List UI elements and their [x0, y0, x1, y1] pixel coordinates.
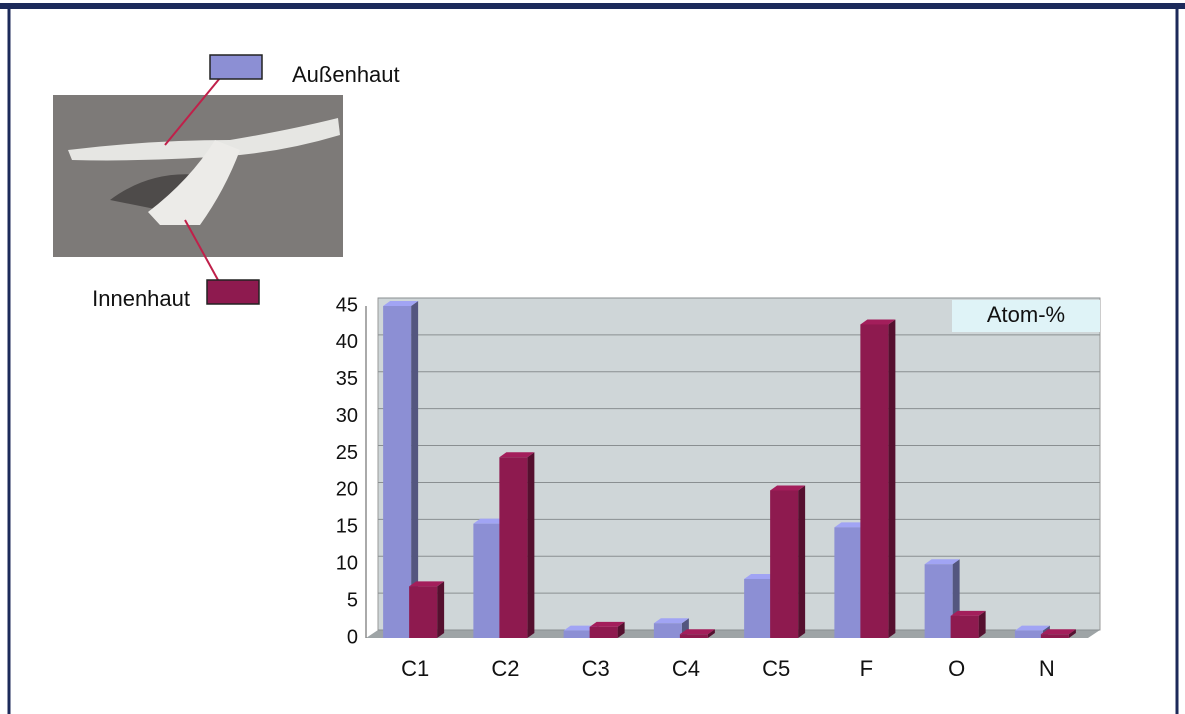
bar-top [653, 618, 689, 624]
y-tick-label: 40 [336, 331, 358, 353]
bar-side [411, 301, 419, 638]
x-tick-label: C3 [582, 656, 610, 681]
bar-top [1040, 629, 1076, 635]
bar [950, 610, 986, 638]
bar-side [707, 629, 715, 638]
bar [770, 485, 806, 638]
x-tick-label: C5 [762, 656, 790, 681]
y-tick-label: 30 [336, 405, 358, 427]
bar-front [950, 615, 979, 638]
photo [53, 77, 343, 281]
y-tick-label: 5 [347, 589, 358, 611]
bar [924, 559, 960, 638]
bar [679, 629, 715, 638]
y-tick-label: 35 [336, 368, 358, 390]
x-tick-label: C2 [491, 656, 519, 681]
bar-side [617, 621, 625, 638]
plot-floor [366, 630, 1100, 638]
bar-side [978, 610, 986, 638]
bar-front [834, 527, 863, 638]
bar-top [499, 452, 535, 458]
bar-side [437, 581, 445, 638]
bar-front [473, 523, 502, 638]
x-tick-label: O [948, 656, 965, 681]
y-tick-label: 20 [336, 479, 358, 501]
bar-front [924, 564, 953, 638]
bar-front [563, 630, 592, 638]
bar [653, 618, 689, 638]
bar-front [1014, 630, 1043, 638]
x-tick-label: F [860, 656, 873, 681]
bar-side [527, 452, 535, 638]
bar-front [409, 586, 438, 638]
x-tick-label: C4 [672, 656, 700, 681]
bar-top [589, 621, 625, 627]
y-tick-label: 0 [347, 626, 358, 648]
legend-label: Innenhaut [92, 286, 190, 311]
bar-front [770, 490, 799, 638]
bar [589, 621, 625, 638]
y-tick-label: 15 [336, 516, 358, 538]
bar-top [383, 301, 419, 306]
bar-front [679, 634, 708, 638]
bar [409, 581, 445, 638]
legend-label: Außenhaut [292, 62, 400, 87]
bar [499, 452, 535, 638]
bar-front [744, 578, 773, 638]
bar-top [924, 559, 960, 565]
bar-front [589, 626, 618, 638]
bar-front [383, 306, 412, 638]
bar-top [409, 581, 445, 587]
bar-front [860, 324, 889, 638]
bar-side [798, 485, 806, 638]
y-tick-label: 45 [336, 294, 358, 316]
x-tick-label: C1 [401, 656, 429, 681]
x-tick-label: N [1039, 656, 1055, 681]
bar-front [499, 457, 528, 638]
bar-top [860, 319, 896, 325]
legend-swatch [209, 54, 263, 80]
bar-top [679, 629, 715, 635]
bar-front [653, 623, 682, 638]
bar-top [770, 485, 806, 491]
bar-top [1014, 625, 1050, 631]
annotation: Atom-% [987, 302, 1065, 327]
bar-top [950, 610, 986, 616]
bar-side [1068, 629, 1076, 638]
bar [383, 301, 419, 638]
bar-front [1040, 634, 1069, 638]
annotation-box [952, 300, 1100, 332]
y-tick-label: 25 [336, 442, 358, 464]
bar [1040, 629, 1076, 638]
bar [860, 319, 896, 638]
legend-swatch [206, 279, 260, 305]
y-tick-label: 10 [336, 553, 358, 575]
bar-side [888, 319, 896, 638]
